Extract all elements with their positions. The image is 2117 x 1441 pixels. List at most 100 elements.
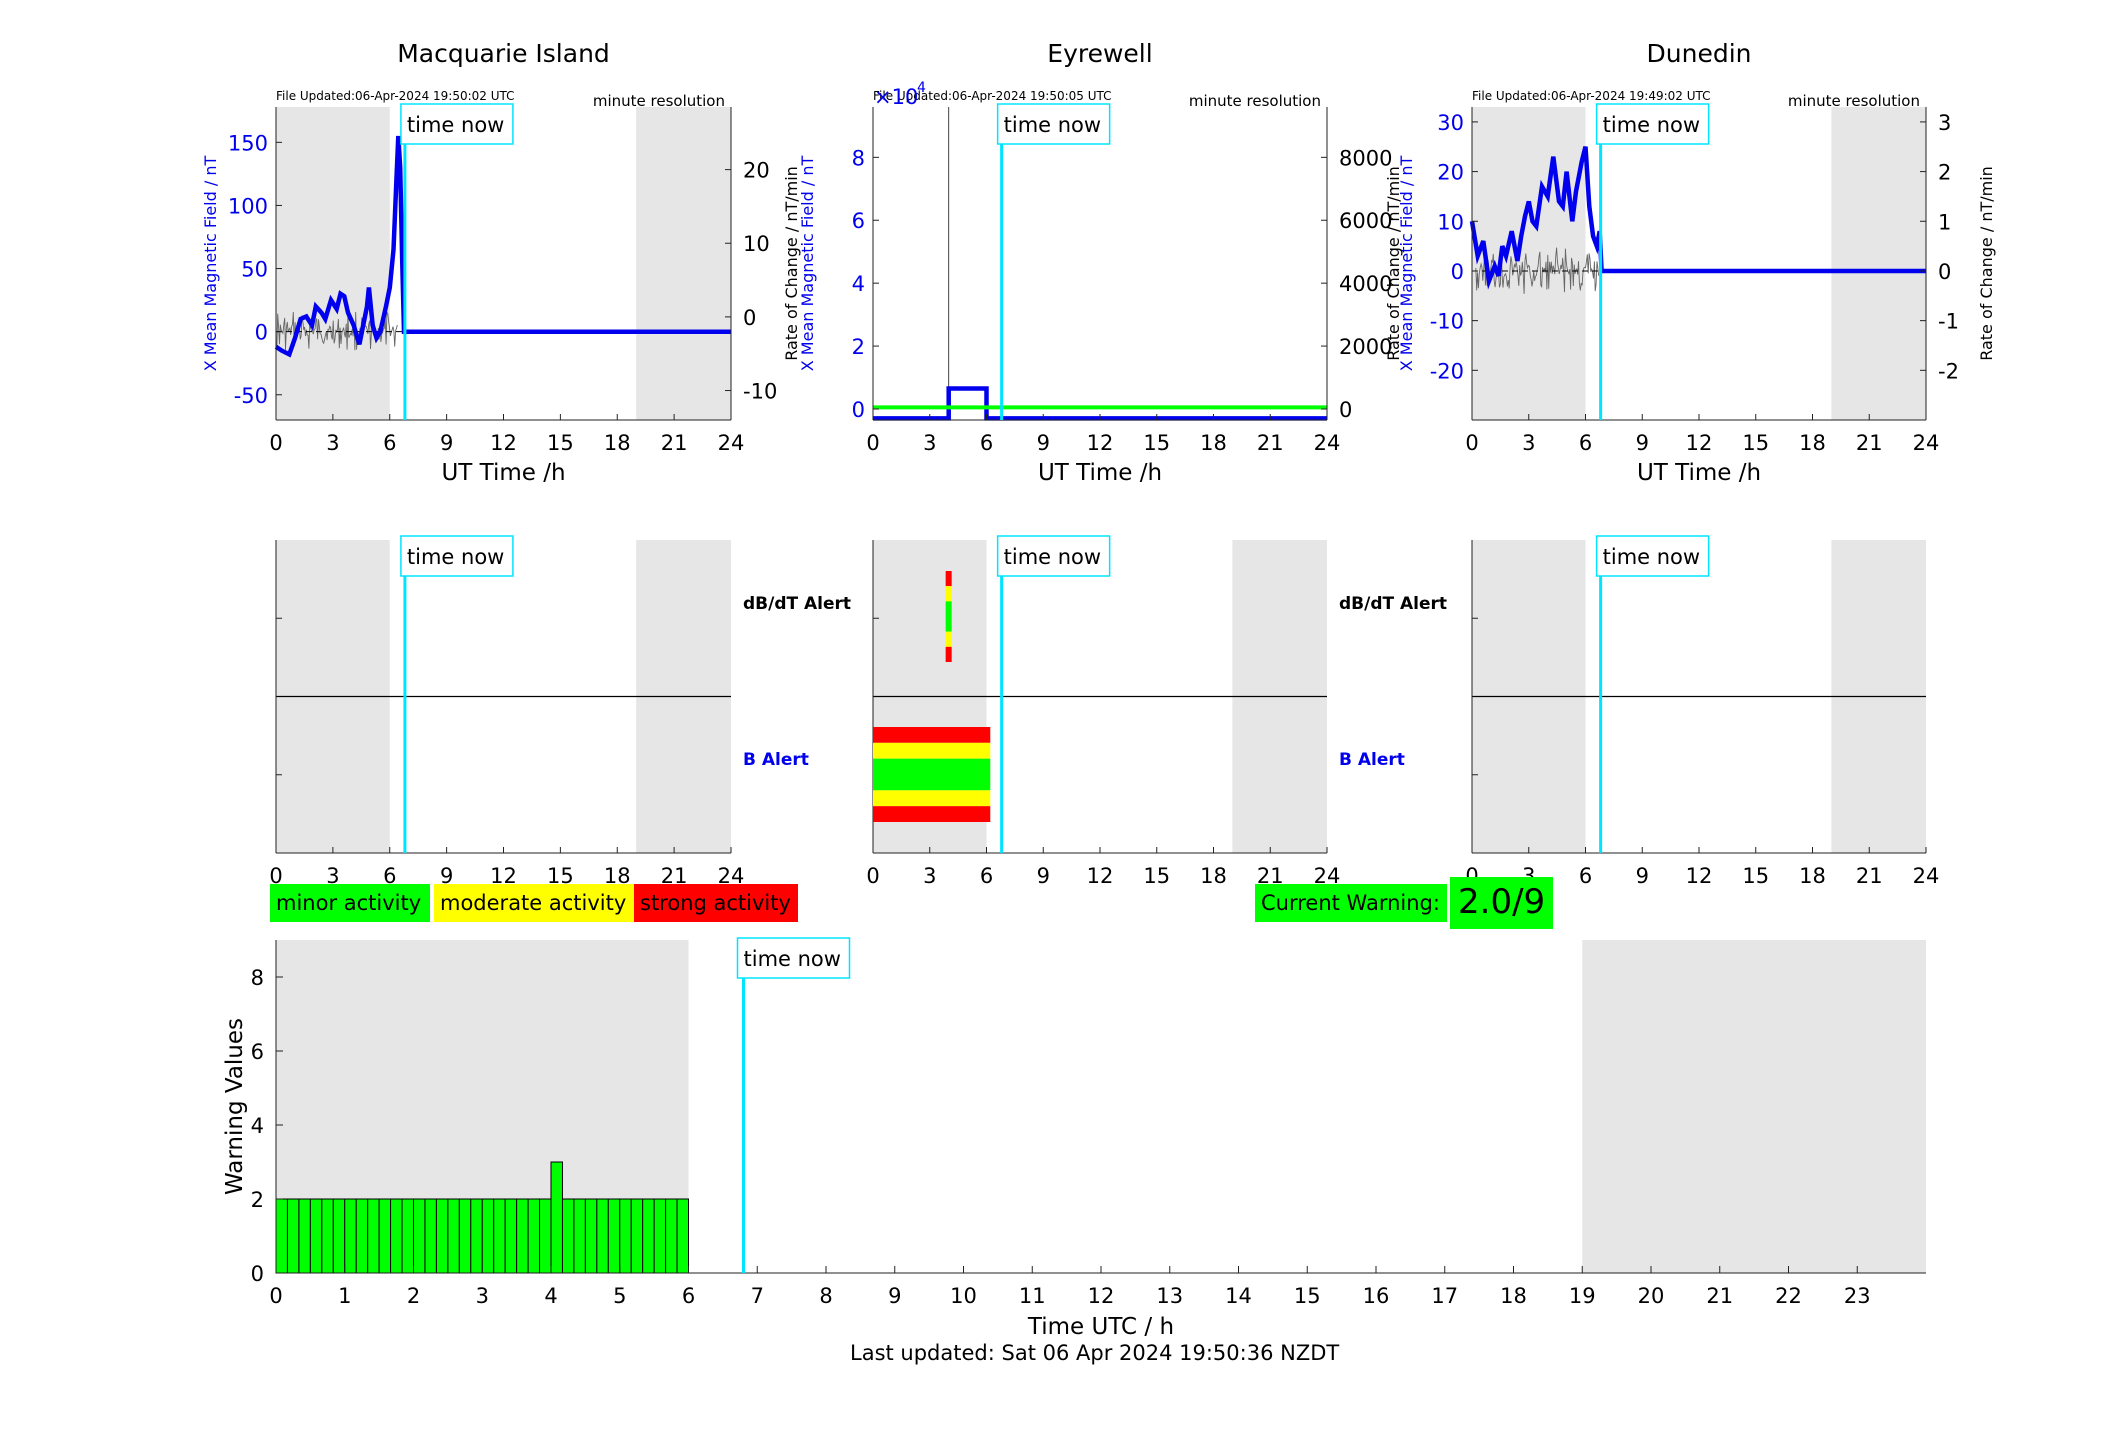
station-1-ytick-label: 0 [255,321,268,345]
warning-xtick-label: 4 [544,1284,557,1308]
station-1-ytick-label: -50 [234,384,268,408]
warning-xtick-label: 7 [751,1284,764,1308]
warning-ytick-label: 0 [251,1262,264,1286]
station-1-mid-xtick-label: 6 [383,864,396,888]
station-3-top-night-shade-early [1472,107,1586,420]
station-3-top-time-now-label: time now [1603,113,1700,137]
warning-bar [653,1198,667,1274]
warning-xtick-label: 3 [476,1284,489,1308]
station-3-mid-xtick-label: 15 [1742,864,1769,888]
station-2-b-alert-segment [873,806,991,822]
station-2-y2tick-label: 0 [1339,398,1352,422]
current-warning-label: Current Warning: [1255,884,1447,922]
station-1-top-xtick-label: 18 [604,431,631,455]
station-1-top-xtick-label: 15 [547,431,574,455]
station-3-resolution: minute resolution [1788,92,1920,110]
station-2-top-xtick-label: 0 [866,431,879,455]
station-2-top-time-now-label: time now [1004,113,1101,137]
station-2-mid-xtick-label: 15 [1143,864,1170,888]
station-1-right-axis-label: Rate of Change / nT/min [782,166,801,361]
station-1-top-xtick-label: 6 [383,431,396,455]
station-1-mid-xtick-label: 3 [326,864,339,888]
warning-bar [596,1198,609,1274]
station-1-mid-time-now-box [400,535,514,577]
station-1-top-night-shade-late [636,107,731,420]
station-1-top-xtick-label: 3 [326,431,339,455]
station-3-title: Dunedin [1647,39,1752,68]
station-3-left-axis-label: X Mean Magnetic Field / nT [1397,156,1416,372]
warning-ylabel: Warning Values [222,1018,248,1195]
station-2-dbdt-alert-label: dB/dT Alert [1339,594,1447,614]
station-2-mid-xtick-label: 9 [1037,864,1050,888]
station-2-ytick-label: 0 [852,398,865,422]
station-3-y2tick-label: 1 [1938,210,1951,234]
warning-time-now-box [736,937,851,979]
current-warning-value: 2.0/9 [1450,877,1554,929]
station-3-y2tick-label: 0 [1938,260,1951,284]
warning-xtick-label: 11 [1019,1284,1046,1308]
warning-bar [458,1198,472,1274]
station-2-ytick-label: 4 [852,272,865,296]
legend-moderate-activity: moderate activity [434,884,634,922]
warning-shade-2 [1582,940,1926,1273]
warning-ytick-label: 2 [251,1188,264,1212]
warning-bar [561,1198,575,1274]
warning-xtick-label: 21 [1706,1284,1733,1308]
warning-xtick-label: 13 [1156,1284,1183,1308]
station-2-top-xtick-label: 9 [1037,431,1050,455]
station-2-exponent: ×10 [874,85,918,109]
station-2-top-xtick-label: 15 [1143,431,1170,455]
station-3-y2tick-label: 3 [1938,111,1951,135]
warning-bar [493,1198,506,1274]
station-3-series-1 [1469,146,1926,290]
station-3-top-xtick-label: 24 [1913,431,1940,455]
warning-bar [344,1198,357,1274]
station-2-b-alert-segment [873,790,991,807]
warning-bar [447,1198,460,1274]
station-2-top-time-now-box [996,103,1111,145]
warning-xtick-label: 10 [950,1284,977,1308]
station-2-dbdt-alert-segment [945,586,952,602]
legend-minor-activity: minor activity [270,884,430,922]
station-2-dbdt-alert-segment [945,601,952,617]
station-3-ytick-label: -10 [1430,310,1464,334]
warning-bar [665,1198,678,1274]
station-2-dbdt-alert-segment [945,646,952,662]
warning-bar [321,1198,334,1274]
station-2-y2tick-label: 8000 [1339,146,1392,170]
warning-xtick-label: 20 [1638,1284,1665,1308]
warning-xtick-label: 5 [613,1284,626,1308]
station-3-ytick-label: 20 [1437,161,1464,185]
station-1-ytick-label: 50 [241,258,268,282]
station-3-mid-xtick-label: 18 [1799,864,1826,888]
warning-bar [355,1198,369,1274]
station-3-top-time-now-box [1595,103,1710,145]
warning-bar [275,1198,288,1274]
warning-ytick-label: 4 [251,1114,264,1138]
station-3-ytick-label: -20 [1430,359,1464,383]
station-2-y2tick-label: 4000 [1339,272,1392,296]
warning-xtick-label: 18 [1500,1284,1527,1308]
warning-xtick-label: 12 [1088,1284,1115,1308]
station-2-file-updated: File Updated:06-Apr-2024 19:50:05 UTC [873,89,1112,103]
station-3-mid-xtick-label: 12 [1686,864,1713,888]
station-2-dbdt-alert-segment [945,571,952,587]
station-3-y2tick-label: 2 [1938,161,1951,185]
warning-xtick-label: 9 [888,1284,901,1308]
station-1-ytick-label: 100 [228,194,268,218]
warning-bar [481,1198,495,1274]
station-1-top-xtick-label: 24 [718,431,745,455]
warning-bar [435,1198,449,1274]
warning-bar [527,1198,541,1274]
station-1-top-time-now-label: time now [407,113,504,137]
warning-bar [309,1198,323,1274]
station-2-left-axis-label: X Mean Magnetic Field / nT [798,156,817,372]
station-1-b-alert-label: B Alert [743,750,809,770]
station-3-y2tick-label: -2 [1938,359,1959,383]
station-3-top-xtick-label: 0 [1465,431,1478,455]
station-3-mid-xtick-label: 21 [1856,864,1883,888]
station-1-dbdt-alert-label: dB/dT Alert [743,594,851,614]
warning-time-now-label: time now [744,947,841,971]
station-1-ytick-label: 150 [228,131,268,155]
